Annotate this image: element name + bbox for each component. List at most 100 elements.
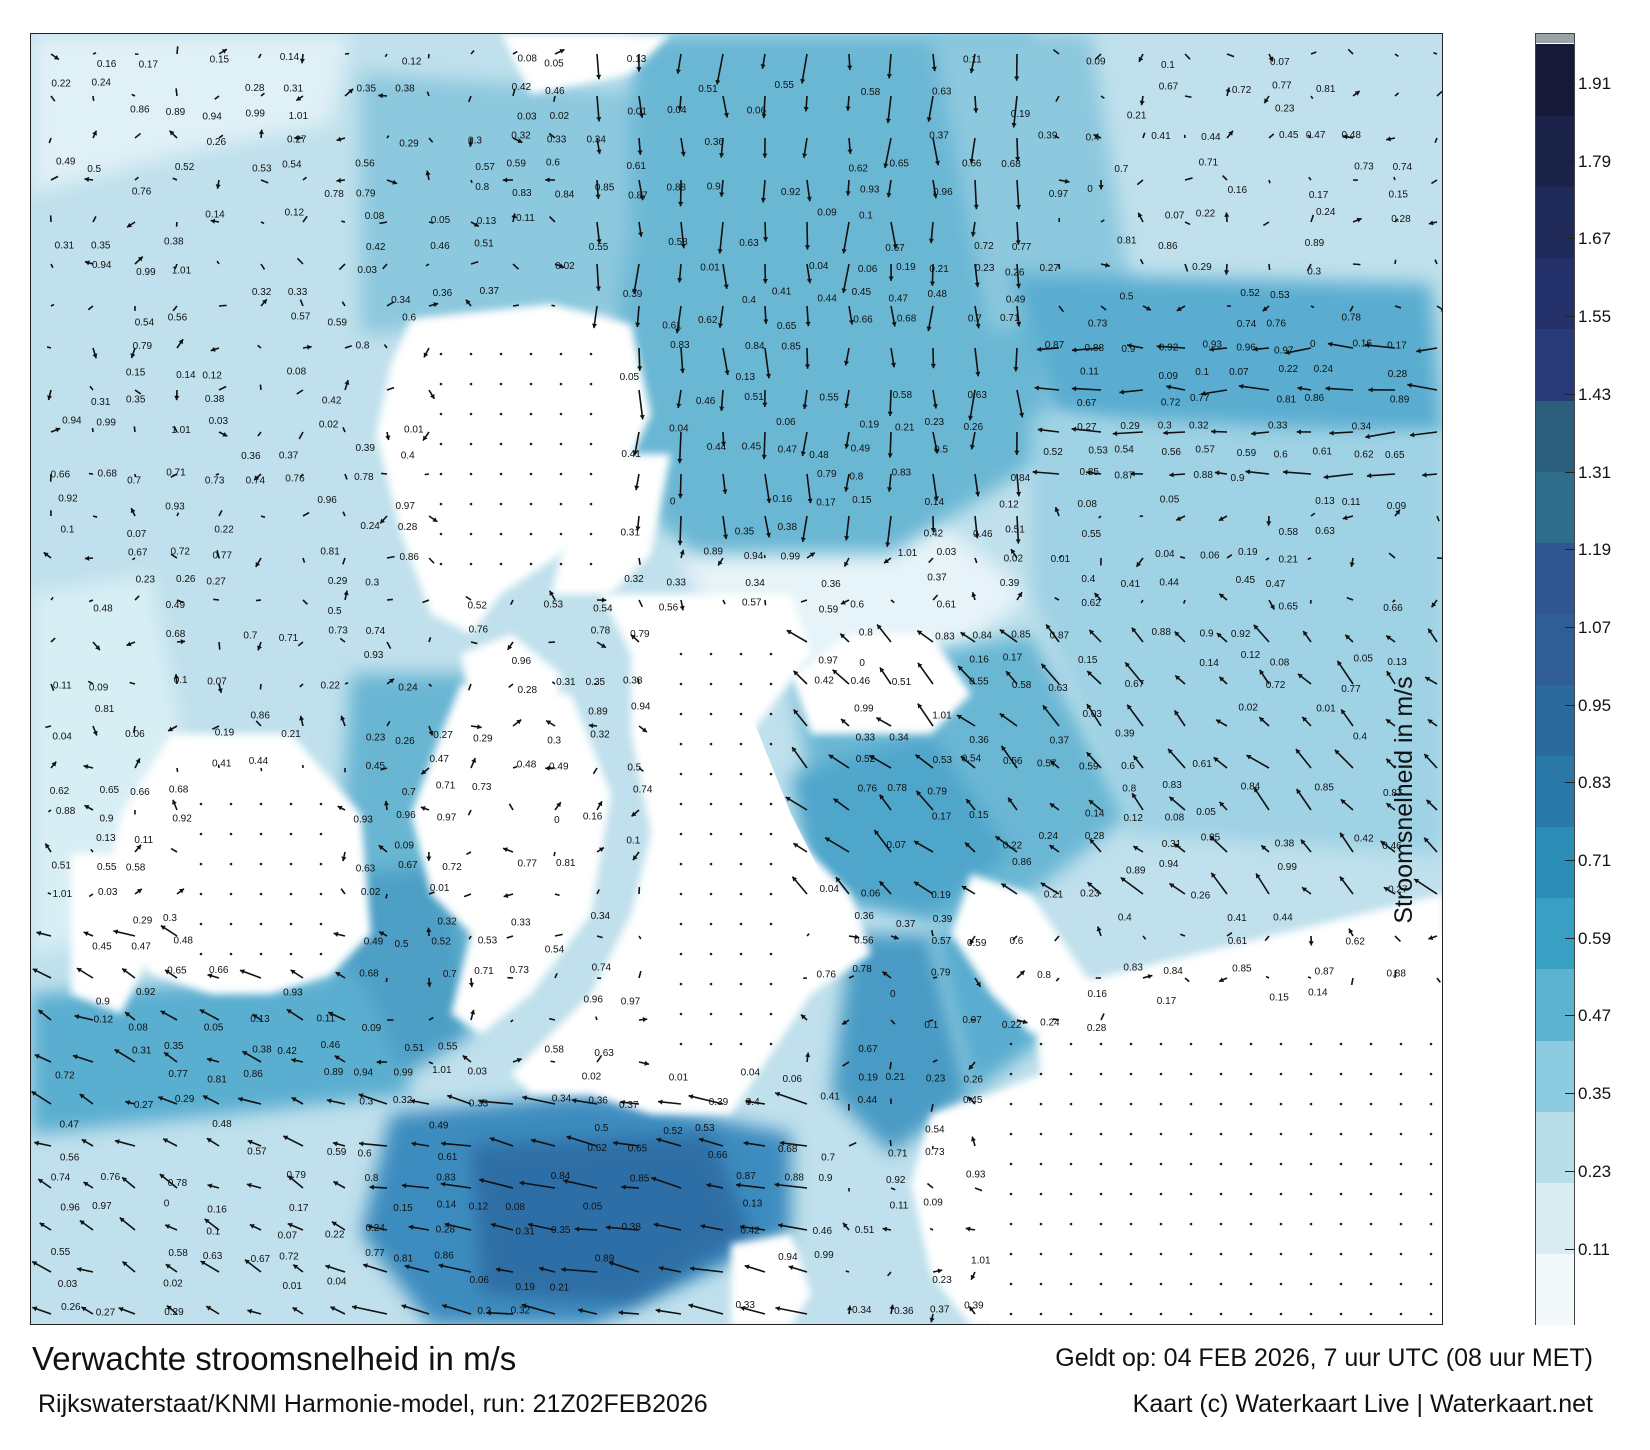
current-arrowhead bbox=[1245, 469, 1251, 475]
current-arrow bbox=[554, 933, 563, 937]
current-arrow bbox=[1071, 347, 1102, 352]
current-arrow bbox=[777, 1224, 808, 1231]
current-arrowhead bbox=[1422, 472, 1427, 478]
current-arrow bbox=[342, 511, 346, 517]
current-arrow bbox=[428, 1016, 434, 1021]
grid-dot bbox=[1159, 1132, 1163, 1136]
current-arrowhead bbox=[76, 1266, 82, 1272]
speed-value-label: 0.97 bbox=[1274, 345, 1294, 356]
current-arrow bbox=[428, 636, 432, 643]
current-arrowhead bbox=[958, 665, 963, 671]
current-arrow bbox=[1388, 552, 1396, 559]
colorbar-segment bbox=[1536, 328, 1574, 401]
current-arrowhead bbox=[745, 1099, 751, 1105]
current-arrow bbox=[470, 49, 475, 55]
speed-value-label: 0.56 bbox=[1003, 756, 1023, 767]
speed-value-label: 0.96 bbox=[583, 995, 603, 1006]
current-arrowhead bbox=[1201, 390, 1206, 396]
grid-dot bbox=[499, 382, 503, 386]
legend-tick-mark bbox=[1565, 782, 1575, 784]
current-arrowhead bbox=[765, 532, 771, 538]
current-arrowhead bbox=[495, 1267, 501, 1273]
speed-value-label: 0.72 bbox=[1232, 85, 1252, 96]
current-arrowhead bbox=[1424, 837, 1429, 843]
current-arrowhead bbox=[1166, 384, 1172, 390]
current-arrow bbox=[1142, 935, 1147, 940]
current-arrowhead bbox=[1296, 789, 1302, 795]
grid-dot bbox=[499, 442, 503, 446]
current-arrow bbox=[1366, 473, 1396, 477]
speed-value-label: 0.99 bbox=[246, 108, 266, 119]
speed-value-label: 0.72 bbox=[279, 1252, 299, 1263]
current-arrow bbox=[358, 1093, 388, 1105]
current-arrowhead bbox=[74, 1014, 80, 1020]
speed-value-label: 0.13 bbox=[477, 216, 497, 227]
grid-dot bbox=[469, 442, 473, 446]
current-arrowhead bbox=[130, 508, 136, 514]
current-arrowhead bbox=[43, 552, 49, 558]
speed-value-label: 0.57 bbox=[742, 597, 762, 608]
speed-value-label: 0.39 bbox=[623, 289, 643, 300]
current-arrowhead bbox=[641, 727, 647, 733]
speed-value-label: 0.26 bbox=[963, 1074, 983, 1085]
speed-value-label: 0.11 bbox=[1342, 497, 1361, 508]
grid-dot bbox=[739, 682, 743, 686]
current-arrow bbox=[774, 1183, 808, 1189]
speed-value-label: 0.16 bbox=[773, 494, 793, 505]
current-arrow bbox=[994, 835, 1018, 853]
speed-value-label: 0.42 bbox=[740, 1226, 760, 1237]
speed-value-label: 0.86 bbox=[1305, 393, 1325, 404]
current-arrow bbox=[1392, 599, 1396, 603]
grid-dot bbox=[259, 892, 263, 896]
current-arrow bbox=[1016, 515, 1020, 544]
current-arrow bbox=[676, 305, 682, 334]
current-speed-map[interactable]: 0.16 0.17 0.15 0.14 0.12 0.08 0.05 0.13 0.11 0.09… bbox=[30, 33, 1443, 1325]
speed-value-label: 0.63 bbox=[203, 1251, 223, 1262]
grid-dot bbox=[1339, 1102, 1343, 1106]
current-arrow bbox=[678, 431, 682, 464]
current-arrowhead bbox=[1395, 509, 1401, 515]
speed-value-label: 0.68 bbox=[169, 785, 189, 796]
current-arrowhead bbox=[1098, 185, 1104, 190]
grid-dot bbox=[1249, 1282, 1253, 1286]
current-arrow bbox=[338, 263, 346, 271]
speed-value-label: 0.47 bbox=[889, 293, 909, 304]
speed-value-label: 0.99 bbox=[96, 417, 116, 428]
current-arrowhead bbox=[299, 58, 306, 64]
speed-value-label: 0.41 bbox=[212, 759, 232, 770]
current-arrowhead bbox=[631, 811, 637, 817]
speed-value-label: 0.46 bbox=[430, 241, 450, 252]
grid-dot bbox=[1309, 1042, 1313, 1046]
grid-dot bbox=[1249, 1162, 1253, 1166]
speed-value-label: 0.73 bbox=[328, 625, 348, 636]
current-arrow bbox=[592, 767, 598, 775]
colorbar-segment bbox=[1536, 44, 1574, 117]
current-arrowhead bbox=[968, 1064, 974, 1070]
current-arrow bbox=[764, 347, 770, 379]
grid-dot bbox=[1219, 1312, 1223, 1316]
current-arrowhead bbox=[632, 450, 639, 456]
current-arrowhead bbox=[559, 49, 565, 54]
current-arrowhead bbox=[888, 276, 894, 281]
current-arrow bbox=[351, 1305, 388, 1315]
current-arrowhead bbox=[411, 1141, 417, 1147]
colorbar-segment bbox=[1536, 1181, 1574, 1254]
current-arrowhead bbox=[1112, 430, 1118, 437]
speed-value-label: 0.96 bbox=[317, 495, 337, 506]
current-arrow bbox=[302, 511, 310, 517]
grid-dot bbox=[679, 682, 683, 686]
current-arrow bbox=[638, 599, 644, 608]
current-arrowhead bbox=[1015, 539, 1021, 544]
speed-value-label: 0.42 bbox=[277, 1046, 297, 1057]
speed-value-label: 1.01 bbox=[172, 265, 192, 276]
grid-dot bbox=[1399, 1072, 1403, 1076]
speed-value-label: 0.87 bbox=[1383, 788, 1403, 799]
current-arrowhead bbox=[507, 644, 513, 650]
grid-dot bbox=[559, 382, 563, 386]
current-arrowhead bbox=[517, 138, 523, 144]
speed-value-label: 0.8 bbox=[1037, 970, 1051, 981]
speed-value-label: 0.94 bbox=[778, 1252, 798, 1263]
grid-dot bbox=[1279, 1192, 1283, 1196]
speed-value-label: 0.62 bbox=[1345, 936, 1365, 947]
current-arrow bbox=[1054, 597, 1060, 601]
